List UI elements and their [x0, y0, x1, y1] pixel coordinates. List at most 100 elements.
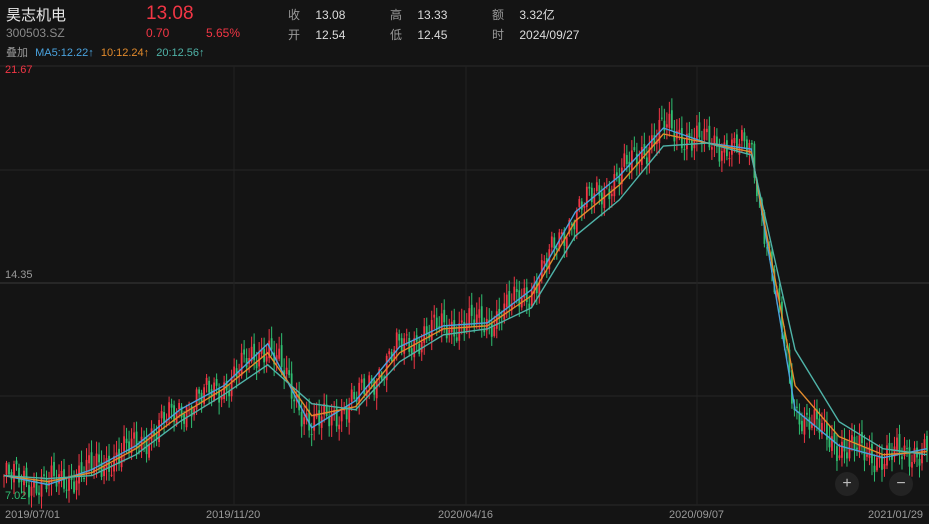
overlay-button[interactable]: 叠加 [6, 47, 28, 59]
candle-body [230, 377, 233, 397]
candle-body [285, 367, 288, 375]
candle-body [208, 380, 211, 393]
candle-body [515, 289, 518, 293]
candle-body [100, 462, 103, 477]
candle-body [888, 443, 891, 450]
candle-body [310, 433, 313, 435]
candle-body [705, 128, 708, 133]
candle-body [911, 462, 913, 468]
candle-body [478, 309, 481, 318]
candle-body [728, 158, 731, 160]
candle-body [123, 436, 125, 452]
candle-body [130, 438, 133, 454]
candle-body [901, 456, 903, 460]
candle-body [470, 304, 473, 316]
candle-body [118, 448, 120, 464]
candle-body [751, 142, 753, 145]
candle-body [40, 476, 43, 497]
candle-body [65, 489, 68, 491]
x-tick-label: 2019/11/20 [206, 509, 261, 521]
candle-body [133, 432, 135, 439]
candle-body [168, 402, 170, 419]
candle-body [685, 133, 688, 150]
candle-body [140, 436, 143, 450]
candle-body [640, 147, 643, 166]
ma-line-ma20 [3, 142, 928, 480]
candle-body [523, 288, 526, 298]
candle-body [38, 492, 40, 495]
candle-body [190, 406, 193, 417]
candle-body [48, 480, 50, 486]
candle-body [630, 150, 633, 171]
candle-body [580, 201, 583, 210]
candle-body [18, 467, 20, 483]
candle-body [503, 303, 506, 320]
y-tick-min: 7.02 [5, 490, 27, 502]
candle-body [675, 130, 678, 139]
candle-body [718, 146, 721, 162]
candle-body [513, 286, 516, 301]
candle-body [620, 167, 623, 184]
low-label: 低 [390, 28, 403, 42]
candle-body [753, 143, 756, 178]
candle-body [338, 424, 341, 430]
candle-body [120, 454, 123, 468]
candle-body [695, 125, 698, 142]
candle-body [733, 137, 736, 144]
amount-stat: 额 3.32亿 [492, 6, 555, 23]
time-label: 时 [492, 28, 505, 42]
candle-body [570, 223, 573, 226]
low-stat: 低 12.45 [390, 26, 447, 43]
candle-body [655, 141, 658, 145]
candle-body [746, 139, 748, 154]
candle-body [103, 466, 105, 477]
candle-body [255, 362, 258, 369]
candle-body [530, 290, 533, 306]
candle-body [713, 135, 716, 146]
candle-body [253, 343, 256, 361]
candle-body [405, 334, 408, 336]
candle-body [358, 382, 361, 403]
zoom-out-button[interactable]: − [889, 472, 913, 496]
candle-body [668, 113, 671, 128]
candle-body [113, 456, 115, 472]
candle-body [153, 431, 155, 436]
candle-body [170, 403, 173, 408]
candle-body [528, 303, 531, 309]
candle-body [448, 329, 451, 336]
candle-body [408, 337, 411, 352]
candle-body [53, 461, 55, 476]
candle-body [218, 389, 221, 403]
candle-body [5, 462, 8, 475]
zoom-in-button[interactable]: + [835, 472, 859, 496]
candle-body [85, 459, 88, 475]
candle-body [798, 411, 801, 425]
candle-body [863, 446, 866, 461]
candle-body [923, 439, 926, 452]
candle-body [395, 332, 398, 349]
candle-body [90, 452, 93, 471]
candle-body [180, 406, 183, 418]
candle-body [198, 389, 201, 394]
candle-body [98, 454, 100, 463]
candle-body [816, 409, 818, 420]
candle-body [598, 185, 601, 196]
time-value: 2024/09/27 [519, 28, 580, 42]
candle-body [343, 409, 346, 411]
ma-line-ma10 [3, 133, 928, 483]
candle-body [95, 453, 98, 467]
candle-body [240, 352, 243, 376]
candle-body [383, 376, 386, 378]
candle-body [648, 147, 651, 163]
candle-body [260, 348, 263, 354]
candle-body [323, 403, 326, 415]
candle-body [330, 413, 333, 426]
candle-body [740, 129, 743, 141]
candle-body [163, 412, 165, 424]
candle-body [871, 444, 873, 464]
candle-body [778, 288, 781, 301]
candle-body [833, 432, 836, 443]
candle-body [786, 345, 788, 349]
candle-body [773, 269, 776, 293]
